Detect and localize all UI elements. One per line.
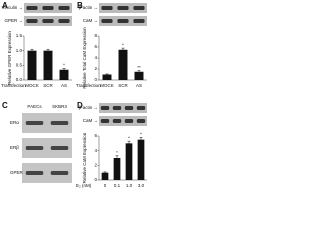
significance: * bbox=[140, 132, 142, 137]
blot-label: Vinculin → bbox=[2, 5, 23, 10]
blot-band bbox=[100, 119, 110, 123]
blot-band bbox=[112, 106, 122, 110]
y-tick-label: 0 bbox=[94, 77, 97, 82]
panel-label: A bbox=[2, 1, 8, 10]
x-tick-label: MOCK bbox=[25, 83, 39, 88]
panel-label: C bbox=[2, 101, 8, 110]
blot-band bbox=[50, 171, 69, 175]
blot-band bbox=[101, 19, 113, 23]
bar bbox=[101, 172, 109, 180]
x-tick-label: 3.0 bbox=[138, 183, 145, 188]
significance: * bbox=[122, 42, 124, 47]
blot-label: CaM → bbox=[83, 18, 98, 23]
y-tick-label: 1.0 bbox=[16, 48, 23, 53]
bar bbox=[27, 50, 37, 80]
row-label: ERα bbox=[10, 120, 19, 125]
panel-label: D bbox=[77, 101, 83, 110]
column-label: SKBR3 bbox=[52, 104, 67, 109]
x-tick-label: MOCK bbox=[100, 83, 114, 88]
blot-band bbox=[133, 6, 145, 10]
blot-strip bbox=[22, 138, 72, 158]
significance: * bbox=[63, 62, 65, 67]
y-tick-label: 0 bbox=[94, 177, 97, 182]
bar bbox=[137, 139, 145, 180]
blot-band bbox=[58, 6, 70, 10]
bar bbox=[125, 143, 133, 180]
blot-band bbox=[101, 6, 113, 10]
bar bbox=[102, 74, 112, 80]
blot-band bbox=[50, 121, 69, 125]
bar bbox=[134, 71, 144, 80]
blot-label: GPER → bbox=[4, 18, 23, 23]
blot-band bbox=[112, 119, 122, 123]
blot-band bbox=[42, 19, 54, 23]
x-axis-label: E₂ (nM) bbox=[76, 183, 92, 188]
blot-band bbox=[117, 6, 129, 10]
blot-band bbox=[25, 146, 44, 150]
y-tick-label: 4 bbox=[94, 55, 97, 60]
significance: ** bbox=[137, 65, 141, 70]
x-tick-label: SCR bbox=[43, 83, 53, 88]
y-tick-label: 4 bbox=[94, 148, 97, 153]
x-tick-label: AS bbox=[61, 83, 67, 88]
blot-band bbox=[124, 119, 134, 123]
y-tick-label: 0.5 bbox=[16, 63, 23, 68]
blot-band bbox=[124, 106, 134, 110]
blot-strip bbox=[22, 163, 72, 183]
blot-band bbox=[100, 106, 110, 110]
x-tick-label: 0 bbox=[104, 183, 107, 188]
bar bbox=[113, 158, 121, 180]
blot-strip bbox=[99, 116, 147, 126]
x-tick-label: SCR bbox=[118, 83, 128, 88]
y-tick-label: 2 bbox=[94, 66, 97, 71]
blot-band bbox=[58, 19, 70, 23]
x-tick-label: 1.0 bbox=[126, 183, 133, 188]
x-axis-label: Transfection bbox=[1, 83, 26, 88]
panel-label: B bbox=[77, 1, 83, 10]
blot-label: β-actin → bbox=[79, 5, 98, 10]
blot-band bbox=[26, 6, 38, 10]
bar bbox=[59, 69, 69, 80]
blot-band bbox=[117, 19, 129, 23]
bar bbox=[43, 50, 53, 80]
bar bbox=[118, 49, 128, 80]
y-tick-label: 6 bbox=[94, 44, 97, 49]
blot-strip bbox=[99, 103, 147, 113]
blot-label: CaM → bbox=[83, 118, 98, 123]
significance: * bbox=[116, 150, 118, 155]
y-tick-label: 8 bbox=[94, 33, 97, 38]
y-axis-label: Relative GPER Expression bbox=[7, 31, 12, 85]
blot-band bbox=[42, 6, 54, 10]
y-axis-label: Relative CaM Expression bbox=[82, 132, 87, 183]
significance: * bbox=[128, 135, 130, 140]
blot-band bbox=[25, 171, 44, 175]
y-tick-label: 0.0 bbox=[16, 77, 23, 82]
row-label: ERβ bbox=[10, 145, 19, 150]
blot-band bbox=[50, 146, 69, 150]
x-axis-label: Transfection bbox=[76, 83, 101, 88]
x-tick-label: AS bbox=[136, 83, 142, 88]
blot-band bbox=[136, 106, 146, 110]
x-tick-label: 0.1 bbox=[114, 183, 121, 188]
y-tick-label: 2 bbox=[94, 163, 97, 168]
blot-label: β-actin → bbox=[79, 105, 98, 110]
blot-band bbox=[25, 121, 44, 125]
blot-band bbox=[136, 119, 146, 123]
blot-band bbox=[26, 19, 38, 23]
y-tick-label: 6 bbox=[94, 133, 97, 138]
blot-strip bbox=[22, 113, 72, 133]
y-tick-label: 1.5 bbox=[16, 33, 23, 38]
row-label: GPER bbox=[10, 170, 24, 175]
column-label: PAECs bbox=[27, 104, 42, 109]
blot-band bbox=[133, 19, 145, 23]
y-axis-label: Relative Total CaM Expression bbox=[82, 27, 87, 89]
